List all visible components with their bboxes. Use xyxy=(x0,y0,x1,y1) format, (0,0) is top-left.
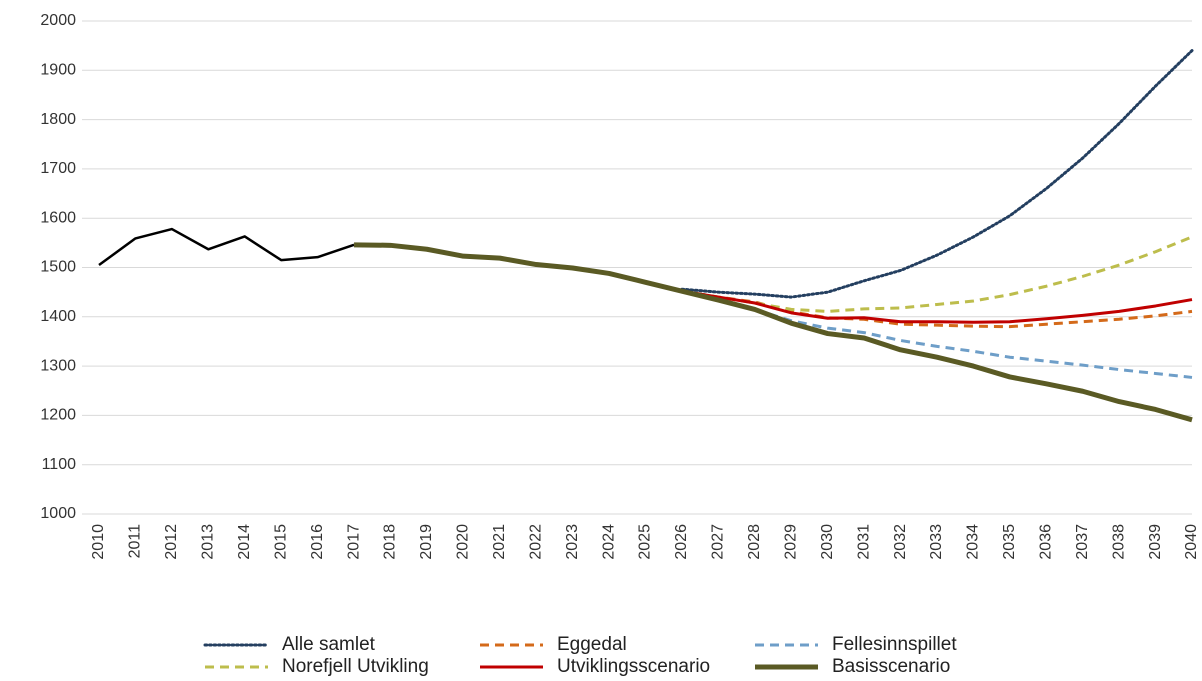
x-tick-label: 2027 xyxy=(710,524,727,560)
x-tick-label: 2031 xyxy=(855,524,872,560)
x-tick-label: 2011 xyxy=(127,524,144,559)
legend-label: Norefjell Utvikling xyxy=(282,656,429,676)
x-tick-label: 2024 xyxy=(600,524,617,560)
x-tick-label: 2014 xyxy=(236,524,253,560)
x-tick-label: 2023 xyxy=(564,524,581,560)
x-tick-label: 2039 xyxy=(1147,524,1164,560)
x-tick-label: 2018 xyxy=(382,524,399,560)
x-tick-label: 2038 xyxy=(1110,524,1127,560)
y-tick-label: 1700 xyxy=(40,160,76,177)
legend-label: Eggedal xyxy=(557,634,627,655)
series-line xyxy=(680,49,1194,299)
x-tick-label: 2019 xyxy=(418,524,435,560)
y-tick-label: 1900 xyxy=(40,62,76,79)
x-tick-label: 2029 xyxy=(782,524,799,560)
series-line xyxy=(353,242,1193,423)
series-line xyxy=(681,289,1193,324)
x-tick-label: 2028 xyxy=(746,524,763,560)
y-tick-label: 1400 xyxy=(40,308,76,325)
series-line xyxy=(98,227,355,267)
x-tick-label: 2030 xyxy=(819,524,836,560)
x-tick-label: 2033 xyxy=(928,524,945,560)
x-tick-label: 2040 xyxy=(1183,524,1200,560)
x-tick-label: 2026 xyxy=(673,524,690,560)
x-tick-label: 2020 xyxy=(455,524,472,560)
y-tick-label: 1300 xyxy=(40,357,76,374)
x-tick-label: 2035 xyxy=(1001,524,1018,560)
x-tick-label: 2010 xyxy=(90,524,107,560)
x-tick-label: 2037 xyxy=(1074,524,1091,560)
y-tick-label: 1600 xyxy=(40,209,76,226)
x-tick-label: 2013 xyxy=(200,524,217,560)
x-tick-label: 2036 xyxy=(1037,524,1054,560)
legend-label: Alle samlet xyxy=(282,634,376,655)
x-tick-label: 2025 xyxy=(637,524,654,560)
legend-label: Fellesinnspillet xyxy=(832,634,957,655)
y-tick-label: 1200 xyxy=(40,407,76,424)
x-tick-label: 2012 xyxy=(163,524,180,560)
series-line xyxy=(681,235,1193,313)
x-tick-label: 2034 xyxy=(965,524,982,560)
y-tick-label: 1500 xyxy=(40,259,76,276)
y-tick-label: 1000 xyxy=(40,505,76,522)
y-tick-label: 1100 xyxy=(42,456,77,473)
series-line xyxy=(681,289,1193,379)
y-tick-label: 1800 xyxy=(40,111,76,128)
y-tick-label: 2000 xyxy=(40,12,76,29)
x-tick-label: 2017 xyxy=(345,524,362,560)
x-tick-label: 2032 xyxy=(892,524,909,560)
x-tick-label: 2016 xyxy=(309,524,326,560)
x-tick-label: 2022 xyxy=(527,524,544,560)
legend-label: Utviklingsscenario xyxy=(557,656,710,676)
x-tick-label: 2021 xyxy=(491,524,508,560)
x-tick-label: 2015 xyxy=(272,524,289,560)
series-line xyxy=(681,289,1193,329)
legend-label: Basisscenario xyxy=(832,656,950,676)
